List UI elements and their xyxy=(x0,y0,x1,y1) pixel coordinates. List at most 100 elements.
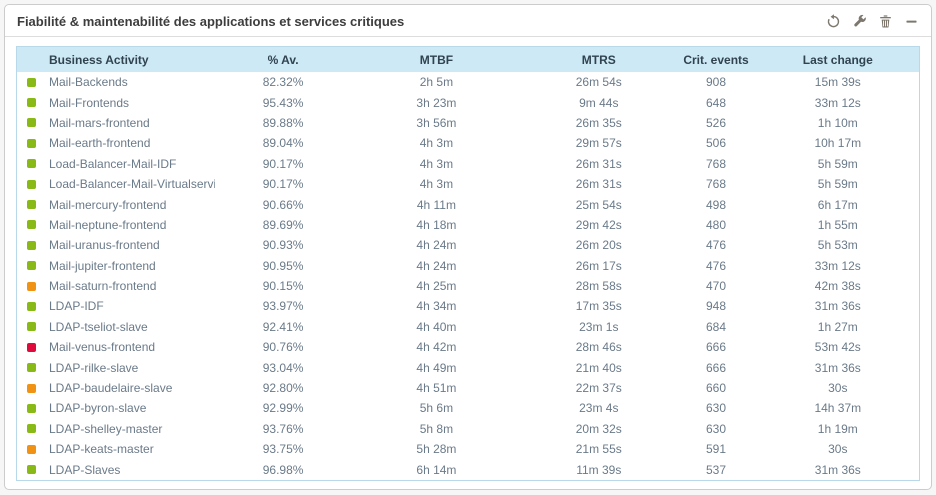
crit-events-value: 768 xyxy=(706,177,727,192)
last-change-value: 31m 36s xyxy=(814,299,861,314)
table-row[interactable]: Mail-mercury-frontend 90.66% 4h 11m 25m … xyxy=(17,194,919,214)
mtrs-value: 17m 35s xyxy=(575,299,622,314)
last-change-value: 1h 55m xyxy=(817,217,858,232)
table-row[interactable]: Mail-uranus-frontend 90.93% 4h 24m 26m 2… xyxy=(17,235,919,255)
trash-icon xyxy=(878,14,893,29)
column-header-last-change[interactable]: Last change xyxy=(802,52,873,67)
mtrs-value: 20m 32s xyxy=(575,421,622,436)
minimize-button[interactable] xyxy=(903,13,919,29)
minimize-icon xyxy=(905,15,918,28)
mtrs-value: 26m 35s xyxy=(575,115,622,130)
availability-value: 90.66% xyxy=(262,197,304,212)
table-row[interactable]: LDAP-baudelaire-slave 92.80% 4h 51m 22m … xyxy=(17,378,919,398)
column-header-availability[interactable]: % Av. xyxy=(267,52,299,67)
availability-value: 93.97% xyxy=(262,299,304,314)
status-square xyxy=(27,403,36,413)
status-square xyxy=(27,342,36,352)
table-row[interactable]: Mail-earth-frontend 89.04% 4h 3m 29m 57s… xyxy=(17,133,919,153)
configure-button[interactable] xyxy=(851,13,867,29)
table-row[interactable]: LDAP-byron-slave 92.99% 5h 6m 23m 4s 630… xyxy=(17,398,919,418)
mtrs-value: 26m 31s xyxy=(575,156,622,171)
last-change-value: 5h 59m xyxy=(817,156,858,171)
column-header-mtbf[interactable]: MTBF xyxy=(419,52,454,67)
mtrs-value: 26m 20s xyxy=(575,238,622,253)
mtbf-value: 4h 24m xyxy=(416,238,457,253)
mtbf-value: 3h 56m xyxy=(416,115,457,130)
delete-button[interactable] xyxy=(877,13,893,29)
mtrs-value: 23m 1s xyxy=(579,319,619,334)
business-activity-label: Mail-Frontends xyxy=(49,95,130,110)
crit-events-value: 476 xyxy=(706,238,727,253)
table-row[interactable]: Mail-jupiter-frontend 90.95% 4h 24m 26m … xyxy=(17,256,919,276)
crit-events-value: 630 xyxy=(706,421,727,436)
status-square xyxy=(27,424,36,434)
business-activity-label: Mail-venus-frontend xyxy=(49,340,156,355)
mtrs-value: 28m 58s xyxy=(575,279,622,294)
status-square xyxy=(27,179,36,189)
status-square xyxy=(27,200,36,210)
last-change-value: 31m 36s xyxy=(814,462,861,477)
mtbf-value: 4h 3m xyxy=(419,177,454,192)
availability-value: 90.95% xyxy=(262,258,304,273)
last-change-value: 6h 17m xyxy=(817,197,858,212)
availability-value: 93.75% xyxy=(262,442,304,457)
table-row[interactable]: LDAP-rilke-slave 93.04% 4h 49m 21m 40s 6… xyxy=(17,357,919,377)
table-row[interactable]: LDAP-keats-master 93.75% 5h 28m 21m 55s … xyxy=(17,439,919,459)
mtbf-value: 5h 8m xyxy=(419,421,454,436)
availability-value: 90.17% xyxy=(262,156,304,171)
table-row[interactable]: LDAP-tseliot-slave 92.41% 4h 40m 23m 1s … xyxy=(17,317,919,337)
availability-value: 89.69% xyxy=(262,217,304,232)
crit-events-value: 537 xyxy=(706,462,727,477)
status-square xyxy=(27,261,36,271)
availability-value: 90.93% xyxy=(262,238,304,253)
crit-events-value: 506 xyxy=(706,136,727,151)
crit-events-value: 526 xyxy=(706,115,727,130)
business-activity-label: Load-Balancer-Mail-IDF xyxy=(49,156,177,171)
mtbf-value: 5h 6m xyxy=(419,401,454,416)
table-row[interactable]: Mail-Frontends 95.43% 3h 23m 9m 44s 648 … xyxy=(17,92,919,112)
table-row[interactable]: Mail-neptune-frontend 89.69% 4h 18m 29m … xyxy=(17,215,919,235)
status-square xyxy=(27,383,36,393)
crit-events-value: 684 xyxy=(706,319,727,334)
availability-value: 92.80% xyxy=(262,381,304,396)
column-header-crit-events[interactable]: Crit. events xyxy=(683,52,749,67)
refresh-button[interactable] xyxy=(825,13,841,29)
availability-value: 93.04% xyxy=(262,360,304,375)
last-change-value: 53m 42s xyxy=(814,340,861,355)
table-row[interactable]: Load-Balancer-Mail-Virtualservice 90.17%… xyxy=(17,174,919,194)
last-change-value: 1h 19m xyxy=(817,421,858,436)
business-activity-label: Mail-uranus-frontend xyxy=(49,238,160,253)
business-activity-label: LDAP-byron-slave xyxy=(49,401,147,416)
business-activity-label: LDAP-tseliot-slave xyxy=(49,319,148,334)
table-row[interactable]: Mail-mars-frontend 89.88% 3h 56m 26m 35s… xyxy=(17,113,919,133)
mtbf-value: 4h 18m xyxy=(416,217,457,232)
mtrs-value: 23m 4s xyxy=(579,401,619,416)
column-header-mtrs[interactable]: MTRS xyxy=(581,52,616,67)
table-row[interactable]: LDAP-shelley-master 93.76% 5h 8m 20m 32s… xyxy=(17,419,919,439)
last-change-value: 42m 38s xyxy=(814,279,861,294)
table-row[interactable]: Load-Balancer-Mail-IDF 90.17% 4h 3m 26m … xyxy=(17,154,919,174)
crit-events-value: 480 xyxy=(706,217,727,232)
crit-events-value: 666 xyxy=(706,360,727,375)
status-square xyxy=(27,444,36,454)
table-row[interactable]: Mail-venus-frontend 90.76% 4h 42m 28m 46… xyxy=(17,337,919,357)
business-activity-label: LDAP-IDF xyxy=(49,299,104,314)
mtrs-value: 21m 55s xyxy=(575,442,622,457)
mtbf-value: 4h 49m xyxy=(416,360,457,375)
mtrs-value: 28m 46s xyxy=(575,340,622,355)
table-row[interactable]: LDAP-Slaves 96.98% 6h 14m 11m 39s 537 31… xyxy=(17,459,919,479)
status-square xyxy=(27,322,36,332)
business-activity-label: LDAP-rilke-slave xyxy=(49,360,139,375)
mtbf-value: 4h 3m xyxy=(419,136,454,151)
mtbf-value: 4h 25m xyxy=(416,279,457,294)
crit-events-value: 630 xyxy=(706,401,727,416)
business-activity-label: LDAP-keats-master xyxy=(49,442,154,457)
mtrs-value: 29m 42s xyxy=(575,217,622,232)
table-row[interactable]: Mail-Backends 82.32% 2h 5m 26m 54s 908 1… xyxy=(17,72,919,92)
column-header-business-activity[interactable]: Business Activity xyxy=(49,52,149,67)
business-activity-label: LDAP-Slaves xyxy=(49,462,121,477)
table-row[interactable]: Mail-saturn-frontend 90.15% 4h 25m 28m 5… xyxy=(17,276,919,296)
status-square xyxy=(27,159,36,169)
crit-events-value: 908 xyxy=(706,75,727,90)
table-row[interactable]: LDAP-IDF 93.97% 4h 34m 17m 35s 948 31m 3… xyxy=(17,296,919,316)
